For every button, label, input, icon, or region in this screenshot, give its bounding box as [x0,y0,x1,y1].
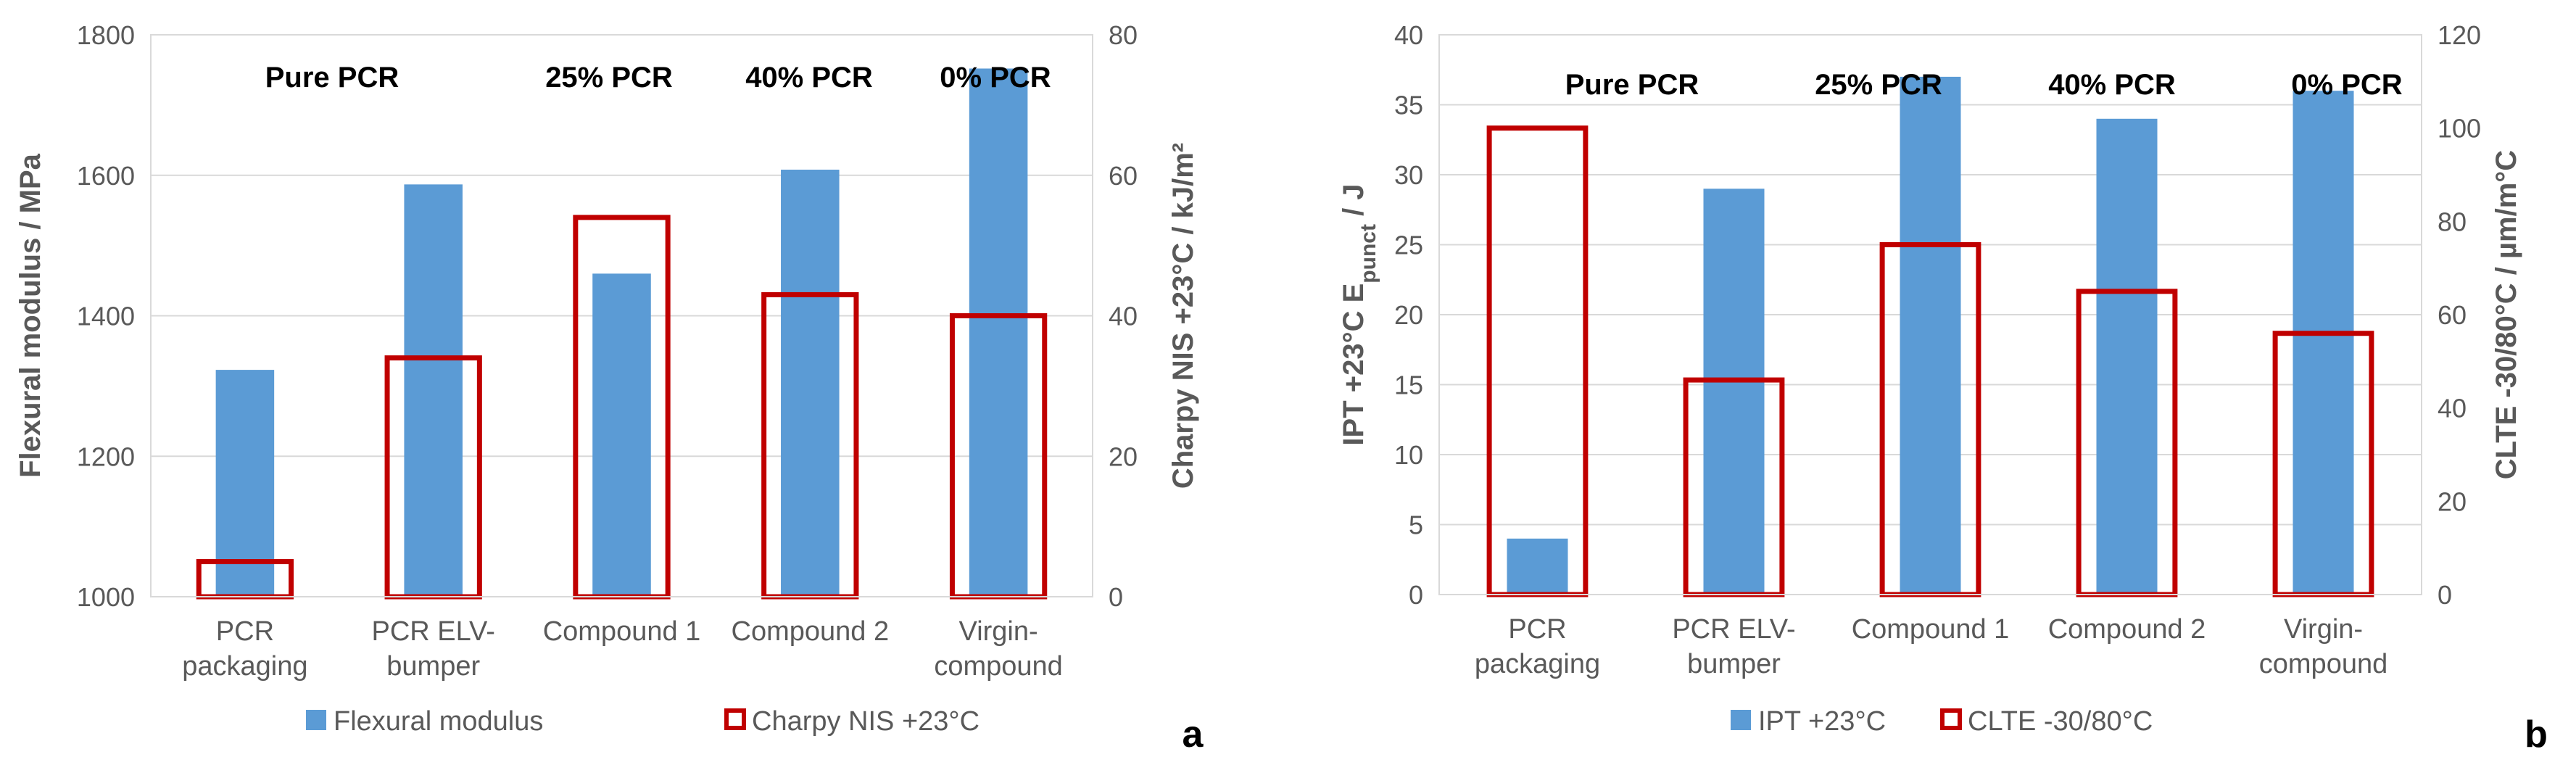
y-left-tick-label: 0 [1409,580,1423,610]
y-right-tick-label: 80 [1109,20,1138,50]
y-left-tick-label: 20 [1394,300,1423,330]
y-right-tick-label: 0 [1109,582,1123,612]
category-label: PCR ELV- [1672,614,1795,645]
chart-panel-b: 0 5 10 15 20 25 30 35 40 0 20 40 60 80 100 120 PCR packag… [1338,20,2548,756]
category-label: Compound 2 [732,616,890,647]
legend-swatch-filled [1731,710,1751,730]
y-left-tick-label: 40 [1394,20,1423,50]
legend-label: IPT +23°C [1758,706,1886,737]
legend-label: Flexural modulus [334,706,543,737]
annotation-label: 25% PCR [1815,69,1942,101]
bar-ipt-23-c [1900,76,1961,595]
legend-swatch-filled [306,710,326,730]
y-left-axis-label: Flexural modulus / MPa [15,153,46,478]
y-left-tick-label: 25 [1394,231,1423,260]
y-left-tick-label: 10 [1394,440,1423,470]
y-left-tick-label: 5 [1409,510,1423,540]
y-right-tick-label: 20 [1109,442,1138,471]
y-left-axis-label-part: IPT +23°C E [1338,284,1370,446]
annotation-label: 25% PCR [545,62,673,94]
legend-label: CLTE -30/80°C [1968,706,2153,737]
category-label: PCR [1508,614,1566,645]
category-label: packaging [182,651,307,682]
y-left-tick-label: 1800 [77,20,135,50]
bar-ipt-23-c [1703,189,1765,595]
annotation-label: 0% PCR [2291,69,2402,101]
y-left-tick-label: 1400 [77,302,135,331]
category-label: Virgin- [959,616,1038,647]
panel-label: a [1183,713,1204,756]
y-left-tick-label: 35 [1394,91,1423,120]
y-left-tick-label: 1000 [77,582,135,612]
y-left-axis-label: IPT +23°C Epunct / J [1338,183,1380,445]
annotation-label: 40% PCR [745,62,873,94]
y-right-tick-label: 120 [2438,20,2481,50]
bar-ipt-23-c [2293,91,2354,595]
y-left-tick-label: 1200 [77,442,135,471]
bar-flexural-modulus [404,184,463,597]
bar-flexural-modulus [592,273,651,597]
plot-frame [1438,34,2422,595]
category-label: bumper [1687,649,1781,679]
y-left-tick-label: 1600 [77,161,135,191]
category-label: packaging [1475,649,1600,679]
category-label: compound [2259,649,2387,679]
y-left-tick-label: 30 [1394,160,1423,190]
y-left-axis-label-part: / J [1338,183,1370,224]
y-right-tick-label: 100 [2438,114,2481,144]
legend-label: Charpy NIS +23°C [752,706,980,737]
bar-ipt-23-c [1507,538,1568,595]
category-label: PCR ELV- [372,616,495,647]
category-label: PCR [216,616,274,647]
y-right-tick-label: 40 [1109,302,1138,331]
bar-flexural-modulus [781,170,840,597]
category-label: Virgin- [2284,614,2363,645]
y-left-axis-label-subscript: punct [1357,224,1380,284]
plot-frame [150,34,1093,597]
y-right-axis-label: Charpy NIS +23°C / kJ/m² [1167,143,1199,489]
category-label: Compound 1 [543,616,701,647]
category-label: Compound 2 [2048,614,2206,645]
annotation-label: 0% PCR [940,62,1051,94]
y-right-tick-label: 0 [2438,580,2452,610]
annotation-label: Pure PCR [265,62,399,94]
bar-flexural-modulus [215,370,275,597]
category-label: bumper [386,651,480,682]
chart-panel-a: 1000 1200 1400 1600 1800 0 20 40 60 80 PCR packagin… [15,20,1204,756]
bar-ipt-23-c [2096,118,2158,595]
annotation-label: Pure PCR [1565,69,1699,101]
y-right-tick-label: 60 [2438,300,2467,330]
annotation-label: 40% PCR [2048,69,2176,101]
legend-swatch-outline [724,708,746,730]
category-label: compound [934,651,1062,682]
panel-label: b [2525,713,2548,756]
y-right-tick-label: 20 [2438,487,2467,516]
category-label: Compound 1 [1852,614,2010,645]
legend-swatch-outline [1940,708,1962,730]
y-right-tick-label: 80 [2438,207,2467,236]
y-right-tick-label: 60 [1109,161,1138,191]
y-right-axis-label: CLTE -30/80°C / µm/m°C [2490,150,2522,479]
bar-flexural-modulus [969,68,1028,597]
y-right-tick-label: 40 [2438,394,2467,423]
y-left-tick-label: 15 [1394,371,1423,400]
